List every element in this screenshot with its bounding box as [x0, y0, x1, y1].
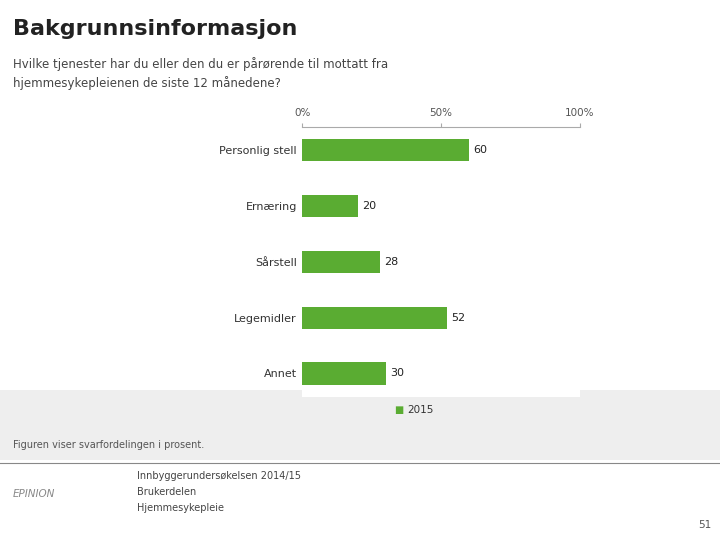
Text: Hvilke tjenester har du eller den du er pårørende til mottatt fra
hjemmesykeplei: Hvilke tjenester har du eller den du er … [13, 57, 388, 90]
Text: ■: ■ [394, 405, 403, 415]
Text: 20: 20 [362, 201, 376, 211]
Text: 28: 28 [384, 257, 398, 267]
Text: Bakgrunnsinformasjon: Bakgrunnsinformasjon [13, 19, 297, 39]
Text: 60: 60 [473, 145, 487, 156]
Bar [302, 251, 380, 273]
Text: EPINION: EPINION [13, 489, 55, 499]
Text: 30: 30 [390, 368, 404, 379]
Text: 52: 52 [451, 313, 465, 323]
Bar [302, 307, 446, 329]
Bar [302, 139, 469, 161]
Bar [302, 362, 386, 384]
Text: Figuren viser svarfordelingen i prosent.: Figuren viser svarfordelingen i prosent. [13, 440, 204, 450]
Text: Innbyggerundersøkelsen 2014/15: Innbyggerundersøkelsen 2014/15 [137, 470, 301, 481]
Text: 51: 51 [698, 520, 711, 530]
Bar [302, 195, 358, 217]
Text: Brukerdelen: Brukerdelen [137, 487, 196, 497]
Text: Hjemmesykepleie: Hjemmesykepleie [137, 503, 224, 513]
Text: 2015: 2015 [407, 405, 433, 415]
